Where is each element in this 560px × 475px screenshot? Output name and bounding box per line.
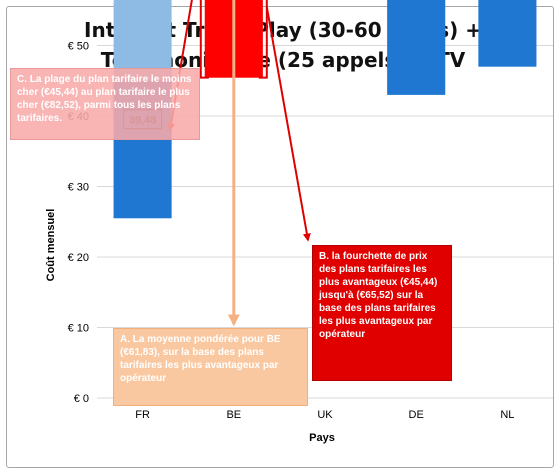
annotation-a: A. La moyenne pondérée pour BE (€61,83),… — [113, 328, 308, 406]
x-axis-ticks: FR BE UK DE NL — [135, 409, 514, 421]
annotation-c: C. La plage du plan tarifaire le moins c… — [10, 68, 200, 140]
x-tick-label: BE — [226, 409, 241, 421]
y-axis-ticks: € 0€ 10€ 20€ 30€ 40€ 50€ 60€ 70€ 80 — [68, 41, 89, 406]
bracket-all-plans — [199, 0, 209, 79]
x-axis-title: Pays — [309, 432, 335, 444]
y-axis-title: Coût mensuel — [45, 209, 57, 282]
bar-range-best-DE — [387, 0, 446, 95]
y-tick-label: € 20 — [68, 252, 89, 264]
y-tick-label: € 0 — [74, 393, 89, 405]
y-tick-label: € 50 — [68, 41, 89, 53]
x-tick-label: NL — [500, 409, 514, 421]
x-tick-label: UK — [317, 409, 333, 421]
x-tick-label: FR — [135, 409, 150, 421]
y-tick-label: € 30 — [68, 182, 89, 194]
annotation-b: B. la fourchette de prix des plans tarif… — [312, 245, 452, 381]
x-tick-label: DE — [409, 409, 424, 421]
y-tick-label: € 10 — [68, 323, 89, 335]
arrow-to-note-b — [265, 6, 311, 242]
bar-range-best-NL — [478, 0, 537, 67]
